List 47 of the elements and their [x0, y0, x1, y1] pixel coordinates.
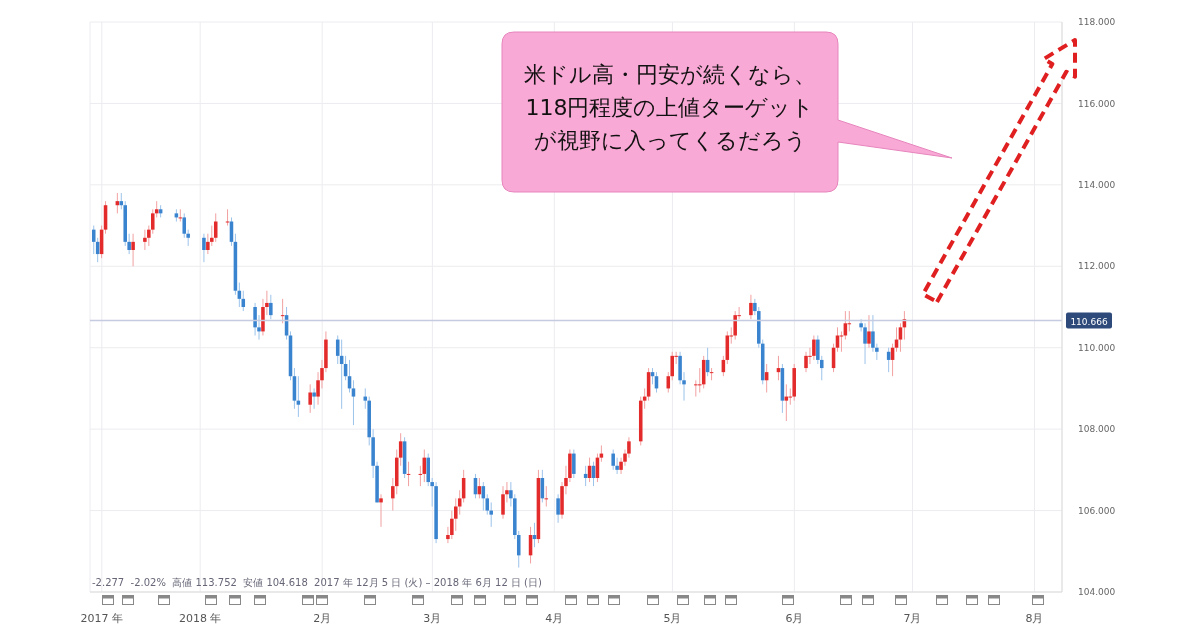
y-tick-label: 108.000	[1078, 424, 1116, 435]
candlestick	[867, 314, 871, 349]
candlestick	[501, 485, 505, 520]
candlestick	[269, 294, 273, 320]
candlestick	[312, 387, 316, 410]
candlestick	[182, 212, 187, 239]
candlestick	[898, 322, 903, 353]
candlestick	[694, 379, 698, 398]
y-tick-label: 110.000	[1078, 342, 1116, 353]
candlestick	[812, 335, 816, 361]
candlestick	[556, 493, 560, 524]
x-tick-label: 5月	[663, 611, 682, 625]
ref-line-label: 110.666	[1070, 316, 1108, 327]
candlestick	[253, 302, 257, 336]
y-tick-label: 104.000	[1078, 587, 1116, 598]
candlestick	[804, 351, 808, 373]
annotation: が視野に入ってくるだろう	[532, 127, 808, 155]
candlestick	[611, 449, 615, 471]
candlestick	[749, 294, 753, 320]
x-tick-label: 6月	[785, 611, 804, 625]
x-tick-label: 8月	[1025, 611, 1044, 625]
x-tick-label: 3月	[423, 611, 442, 625]
candlestick	[308, 383, 312, 414]
annotation: 118円程度の上値ターゲット	[524, 94, 816, 122]
candlestick	[131, 233, 135, 267]
y-tick-label: 116.000	[1078, 98, 1116, 109]
y-tick-label: 106.000	[1078, 505, 1116, 516]
x-tick-label: 4月	[545, 611, 564, 625]
candlestick	[202, 233, 206, 263]
x-tick-label: 7月	[903, 611, 922, 625]
annotation: 米ドル高・円安が続くなら、	[523, 61, 817, 89]
candlestick	[572, 449, 576, 479]
y-tick-label: 118.000	[1078, 17, 1116, 28]
candlestick	[457, 489, 462, 516]
candlestick	[351, 379, 356, 426]
x-tick-label: 2018 年	[178, 611, 222, 625]
candlestick	[863, 322, 867, 365]
candlestick	[843, 310, 848, 341]
candlestick	[733, 310, 737, 341]
candlestick	[213, 212, 218, 243]
x-tick-label: 2017 年	[80, 611, 124, 625]
y-tick-label: 114.000	[1078, 180, 1116, 191]
x-tick-label: 2月	[313, 611, 332, 625]
candlestick	[143, 229, 147, 251]
y-tick-label: 112.000	[1078, 261, 1116, 272]
annotation: -2.277 -2.02% 高値 113.752 安値 104.618 2017 年 12月 5 日 (火) – 2018 年 6月 12 日 (日)	[92, 576, 542, 590]
candlestick	[379, 493, 383, 528]
